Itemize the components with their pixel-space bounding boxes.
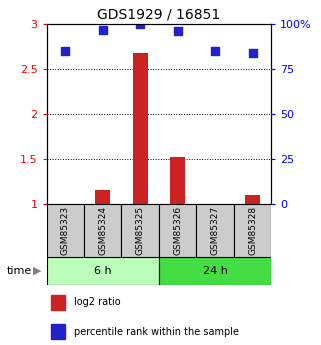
Bar xyxy=(47,204,84,257)
Text: GSM85324: GSM85324 xyxy=(98,206,107,255)
Point xyxy=(175,29,180,34)
Title: GDS1929 / 16851: GDS1929 / 16851 xyxy=(97,8,221,22)
Text: GSM85325: GSM85325 xyxy=(136,206,145,255)
Point xyxy=(100,27,105,32)
Bar xyxy=(51,324,65,339)
Bar xyxy=(159,257,271,285)
Text: GSM85323: GSM85323 xyxy=(61,206,70,255)
Bar xyxy=(245,195,260,204)
Bar xyxy=(234,204,271,257)
Point xyxy=(213,48,218,54)
Bar xyxy=(121,204,159,257)
Bar xyxy=(133,53,148,204)
Bar xyxy=(51,295,65,310)
Point xyxy=(138,21,143,27)
Bar xyxy=(84,204,121,257)
Bar xyxy=(196,204,234,257)
Bar xyxy=(159,204,196,257)
Bar xyxy=(95,190,110,204)
Bar xyxy=(47,257,159,285)
Text: 6 h: 6 h xyxy=(94,266,111,276)
Text: time: time xyxy=(6,266,32,276)
Text: percentile rank within the sample: percentile rank within the sample xyxy=(74,327,239,337)
Text: 24 h: 24 h xyxy=(203,266,228,276)
Text: GSM85328: GSM85328 xyxy=(248,206,257,255)
Point xyxy=(63,48,68,54)
Text: GSM85326: GSM85326 xyxy=(173,206,182,255)
Bar xyxy=(170,157,185,204)
Text: GSM85327: GSM85327 xyxy=(211,206,220,255)
Text: log2 ratio: log2 ratio xyxy=(74,297,120,307)
Text: ▶: ▶ xyxy=(33,266,41,276)
Point xyxy=(250,50,255,56)
